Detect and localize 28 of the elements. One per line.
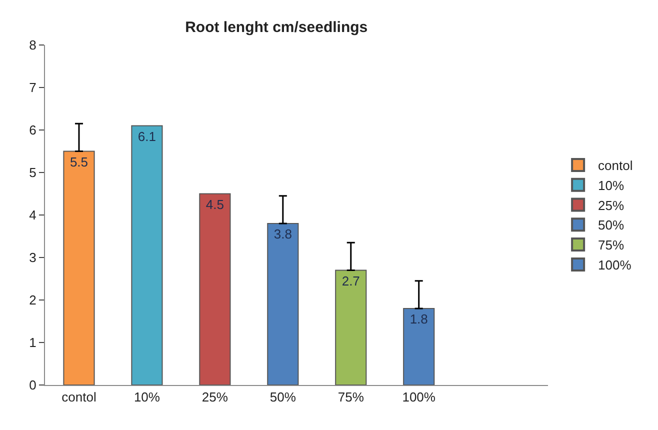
legend-label: 50% bbox=[598, 218, 625, 233]
x-tick-label: 100% bbox=[402, 390, 436, 405]
legend-label: 100% bbox=[598, 258, 632, 273]
y-tick-label: 2 bbox=[29, 292, 36, 308]
x-tick-label: contol bbox=[62, 390, 96, 405]
data-label: 2.7 bbox=[342, 273, 360, 288]
y-tick-label: 3 bbox=[29, 250, 36, 266]
x-tick-label: 50% bbox=[270, 390, 296, 405]
data-label: 4.5 bbox=[206, 196, 224, 212]
data-label: 6.1 bbox=[138, 128, 156, 144]
legend-label: 25% bbox=[598, 198, 625, 213]
y-tick-label: 5 bbox=[29, 165, 36, 180]
chart-title: Root lenght cm/seedlings bbox=[185, 19, 368, 36]
data-label: 3.8 bbox=[274, 226, 292, 242]
legend-label: 75% bbox=[598, 238, 625, 253]
x-tick-label: 10% bbox=[134, 390, 160, 405]
x-tick-label: 75% bbox=[338, 390, 364, 405]
y-tick-label: 4 bbox=[29, 208, 36, 223]
y-tick-label: 1 bbox=[29, 335, 36, 350]
data-label: 5.5 bbox=[70, 154, 88, 170]
legend-label: contol bbox=[598, 158, 633, 174]
x-tick-label: 25% bbox=[202, 390, 228, 405]
y-tick-label: 8 bbox=[29, 38, 36, 53]
y-tick-label: 0 bbox=[29, 378, 36, 393]
legend-label: 10% bbox=[598, 178, 625, 193]
data-label: 1.8 bbox=[410, 312, 428, 326]
y-tick-label: 6 bbox=[29, 122, 36, 138]
y-tick-label: 7 bbox=[29, 80, 36, 96]
